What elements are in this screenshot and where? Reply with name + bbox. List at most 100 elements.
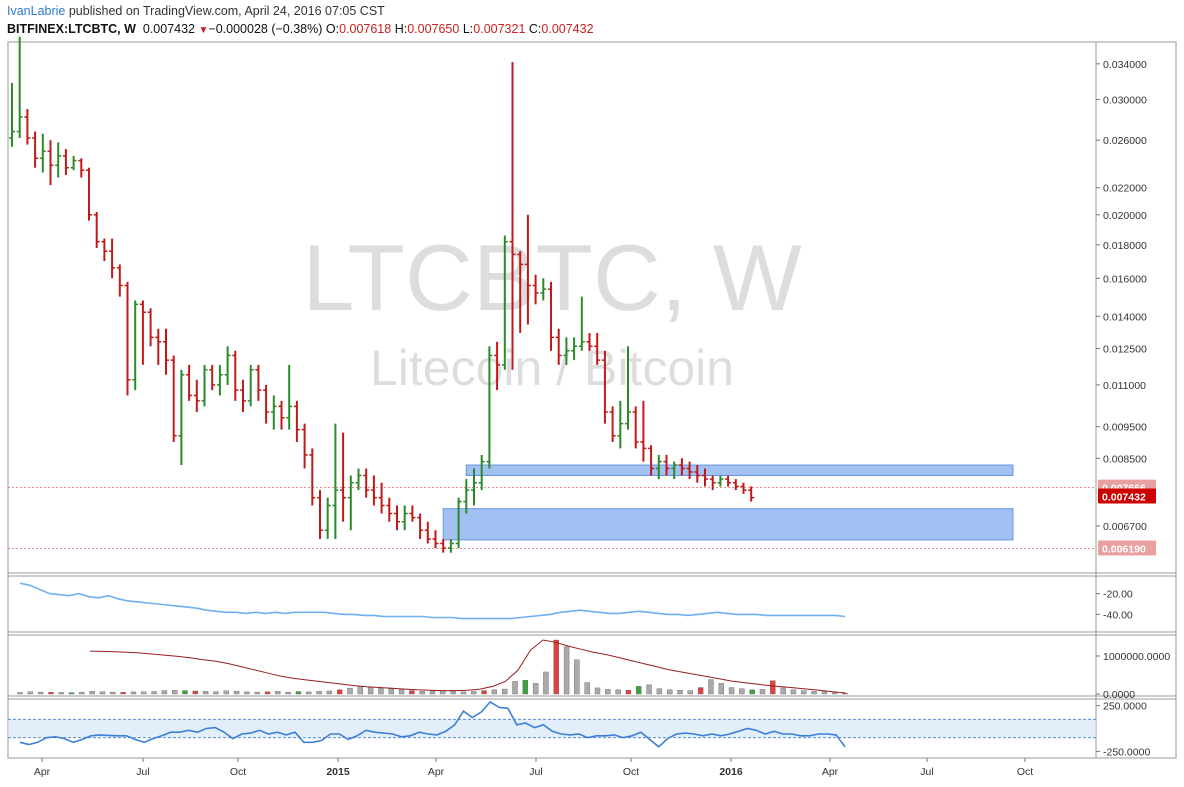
volume-bar (120, 692, 126, 695)
time-tick-label: Apr (34, 766, 51, 778)
volume-tick-label: 0.0000 (1103, 689, 1135, 701)
volume-bar (264, 691, 271, 695)
volume-bar (687, 690, 694, 695)
high-label: H: (394, 22, 408, 36)
zones[interactable] (442, 464, 1014, 541)
volume-bar (202, 691, 209, 695)
volume-ma-line (89, 639, 846, 694)
time-axis[interactable]: Apr Jul Oct 2015 Apr Jul Oct 2016 Apr Jul Oct (34, 758, 1033, 778)
last-price: 0.007432 (142, 22, 196, 36)
time-tick-label: Jul (529, 766, 542, 778)
volume-bar (58, 692, 64, 695)
volume-bar (254, 691, 260, 695)
volume-bar (192, 690, 199, 695)
volume-bar (306, 691, 312, 695)
open-value: 0.007618 (339, 22, 392, 36)
price-tick-label: 0.009500 (1103, 422, 1147, 434)
indicator-line (19, 700, 846, 748)
volume-bar (615, 689, 621, 695)
volume-bar (543, 671, 549, 695)
volume-bar (666, 689, 673, 695)
time-tick-label: Oct (1017, 766, 1033, 778)
volume-bar (17, 692, 23, 695)
symbol-label[interactable]: BITFINEX:LTCBTC, W (7, 22, 136, 36)
volume-bar (481, 690, 487, 695)
volume-bar (244, 691, 250, 695)
close-value: 0.007432 (541, 22, 594, 36)
volume-bar (326, 690, 333, 695)
volume-pane: 1000000.0000 0.0000 (17, 639, 1170, 701)
volume-bar (419, 691, 425, 695)
volume-bar (110, 691, 116, 695)
price-tick-label: 0.026000 (1103, 135, 1147, 147)
down-arrow-icon: ▼ (198, 25, 209, 36)
volume-bar (68, 692, 75, 695)
time-tick-label: Apr (428, 766, 445, 778)
price-tick-label: 0.012500 (1103, 344, 1147, 356)
volume-bar (625, 690, 632, 695)
price-badge-label: 0.006190 (1102, 543, 1146, 555)
volume-bar (646, 684, 652, 695)
volume-bar (182, 690, 188, 695)
volume-bar (388, 688, 394, 695)
time-tick-label: Jul (920, 766, 933, 778)
high-value: 0.007650 (407, 22, 460, 36)
volume-bar (749, 689, 755, 695)
volume-bar (450, 691, 456, 695)
volume-bar (275, 691, 281, 695)
volume-bar (347, 688, 353, 695)
volume-bar (336, 689, 343, 695)
price-tick-label: 0.020000 (1103, 210, 1147, 222)
volume-bar (48, 692, 54, 695)
volume-bar (708, 679, 714, 695)
indicator-tick-label: -40.00 (1103, 609, 1133, 621)
indicator-tick-label: 250.0000 (1103, 701, 1147, 713)
volume-bar (295, 691, 302, 695)
price-lines (8, 487, 1096, 549)
pane-frames (7, 41, 1177, 759)
published-text: published on TradingView.com, April 24, … (68, 4, 385, 18)
volume-bar (213, 691, 219, 695)
publish-info: IvanLabrie published on TradingView.com,… (7, 4, 385, 18)
watermark-symbol: LTCBTC, W (302, 225, 802, 330)
volume-bar (130, 691, 137, 695)
volume-bar (491, 689, 498, 695)
cci-pane: 250.0000 -250.0000 (8, 700, 1150, 758)
volume-bar (697, 687, 704, 695)
author-link[interactable]: IvanLabrie (7, 4, 66, 18)
volume-bar (677, 690, 683, 695)
volume-bar (171, 690, 178, 695)
price-tick-label: 0.034000 (1103, 59, 1147, 71)
time-tick-label: Oct (230, 766, 246, 778)
volume-bar (656, 688, 663, 695)
volume-bar (728, 687, 735, 695)
volume-bar (501, 688, 508, 695)
volume-bar (161, 690, 168, 695)
volume-bar (821, 691, 828, 695)
volume-bar (553, 639, 559, 695)
upper-resistance-zone (465, 464, 1014, 477)
volume-bar (37, 691, 44, 695)
volume-bar (512, 681, 518, 695)
volume-bar (378, 688, 384, 695)
open-label: O: (325, 22, 340, 36)
volume-bar (471, 691, 477, 695)
price-axis[interactable]: 0.034000 0.030000 0.026000 0.022000 0.020000… (1096, 59, 1147, 533)
volume-bar (594, 687, 601, 695)
price-tick-label: 0.016000 (1103, 273, 1147, 285)
price-badge-label: 0.007432 (1102, 491, 1146, 503)
volume-bar (584, 682, 590, 695)
volume-bar (151, 691, 157, 695)
price-tick-label: 0.008500 (1103, 453, 1147, 465)
volume-bar (532, 683, 539, 695)
volume-bar (636, 686, 642, 695)
oscillator-pane: -20.00 -40.00 (19, 582, 1133, 621)
ohlc-legend: BITFINEX:LTCBTC, W 0.007432 ▼−0.000028 (… (7, 22, 594, 36)
price-tick-label: 0.018000 (1103, 240, 1147, 252)
volume-bar (563, 646, 570, 695)
volume-bar (574, 659, 580, 695)
volume-bar (223, 690, 229, 695)
volume-bar (522, 680, 529, 695)
volume-bar (409, 690, 415, 695)
